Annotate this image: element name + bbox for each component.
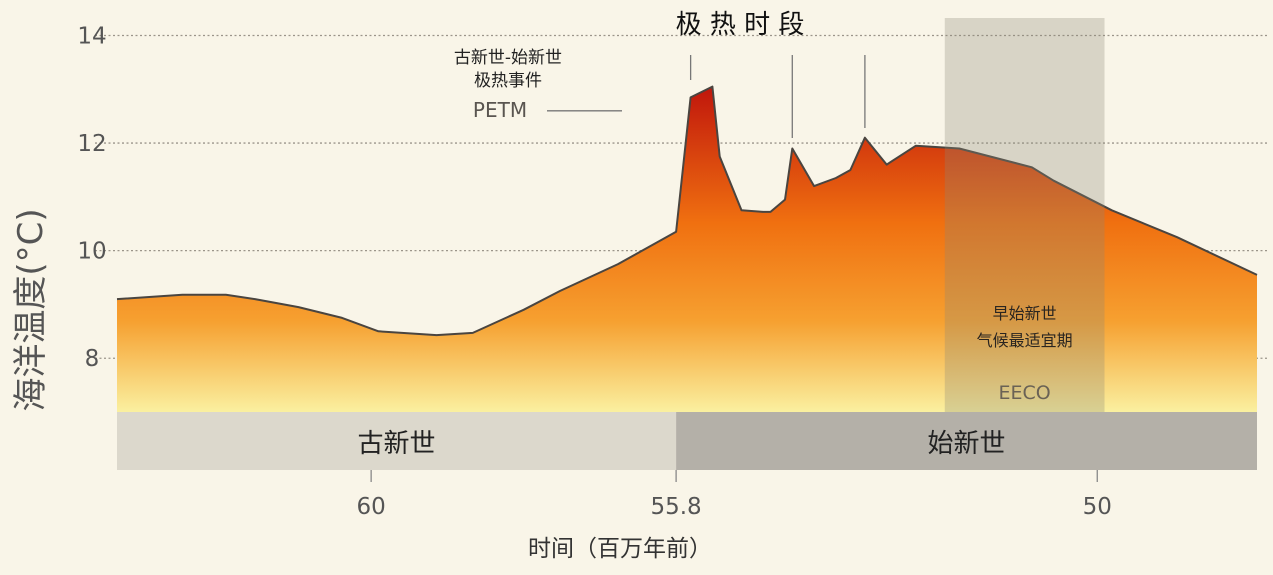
temperature-line: [116, 85, 1258, 337]
petm-abbr: PETM: [473, 98, 527, 122]
x-tick-label-0: 60: [356, 494, 385, 520]
period-bands: 古新世 始新世: [117, 412, 1257, 470]
period-band-1: [676, 412, 1257, 470]
eeco-abbr: EECO: [999, 382, 1051, 404]
hyperthermal-label: 极 热 时 段: [676, 10, 805, 40]
temperature-area: [116, 85, 1258, 412]
y-tick-label-10: 10: [77, 239, 106, 265]
y-axis-label: 海洋温度(°C): [11, 208, 51, 411]
period-label-0: 古新世: [358, 429, 436, 459]
period-label-1: 始新世: [928, 429, 1006, 459]
x-tick-label-1: 55.8: [650, 494, 701, 520]
eeco-label-line2: 气候最适宜期: [977, 331, 1073, 350]
petm-label-line1: 古新世-始新世: [454, 48, 562, 68]
axis-ticks: 8 10 12 14 60 55.8 50: [77, 24, 1112, 520]
x-axis-label: 时间（百万年前）: [528, 536, 712, 562]
temperature-fill: [117, 86, 1257, 412]
y-tick-label-12: 12: [77, 131, 106, 157]
eeco-shaded-region: [944, 18, 1105, 412]
period-band-0: [117, 412, 677, 470]
petm-label-line2: 极热事件: [474, 71, 542, 91]
y-tick-label-8: 8: [85, 346, 100, 372]
eeco-label-line1: 早始新世: [993, 304, 1057, 323]
x-tick-label-2: 50: [1083, 494, 1112, 520]
y-tick-label-14: 14: [77, 24, 106, 50]
axis-labels: 时间（百万年前） 海洋温度(°C): [11, 208, 712, 562]
